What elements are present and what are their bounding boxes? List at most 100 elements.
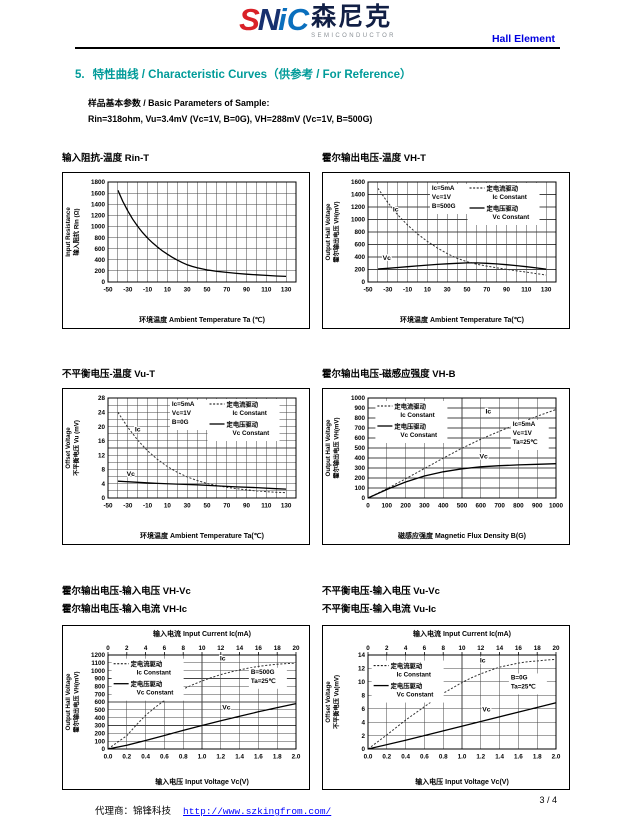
svg-text:1000: 1000	[351, 395, 366, 402]
svg-text:Vc: Vc	[383, 255, 392, 262]
svg-text:200: 200	[354, 475, 365, 482]
svg-text:2.0: 2.0	[292, 754, 301, 761]
svg-text:Ic: Ic	[485, 409, 491, 416]
svg-text:500: 500	[94, 707, 105, 714]
svg-text:12: 12	[358, 666, 366, 673]
svg-text:0: 0	[101, 279, 105, 286]
svg-text:90: 90	[243, 287, 251, 294]
svg-text:300: 300	[354, 465, 365, 472]
svg-text:8: 8	[181, 645, 185, 652]
svg-text:30: 30	[184, 287, 192, 294]
svg-text:100: 100	[382, 503, 393, 510]
svg-text:定电流驱动: 定电流驱动	[227, 400, 259, 409]
svg-text:1200: 1200	[91, 652, 106, 659]
svg-text:-30: -30	[383, 287, 393, 294]
svg-text:定电压驱动: 定电压驱动	[487, 204, 519, 213]
logo-letter-s: S	[239, 2, 260, 37]
svg-text:20: 20	[292, 645, 300, 652]
chart-canvas-vu-vc-ic: 定电流驱动 Ic Constant 定电压驱动 Vc Constant B=0G Ta=2…	[322, 625, 570, 790]
svg-text:-10: -10	[143, 287, 153, 294]
logo-letter-i: i	[278, 2, 287, 37]
chart-title-vu-t: 不平衡电压-温度 Vu-T	[62, 369, 156, 380]
svg-text:1800: 1800	[91, 179, 106, 186]
svg-text:10: 10	[358, 679, 366, 686]
svg-text:400: 400	[438, 503, 449, 510]
svg-text:110: 110	[261, 287, 272, 294]
chart-title-vh-ic: 霍尔输出电压-输入电流 VH-Ic	[62, 604, 188, 615]
svg-text:110: 110	[521, 287, 532, 294]
svg-text:300: 300	[94, 723, 105, 730]
svg-text:24: 24	[98, 409, 106, 416]
svg-text:输入电压 Input Voltage Vc(V): 输入电压 Input Voltage Vc(V)	[415, 777, 509, 786]
svg-text:6: 6	[163, 645, 167, 652]
svg-text:-10: -10	[143, 503, 153, 510]
svg-text:8: 8	[361, 692, 365, 699]
svg-text:Ta=25℃: Ta=25℃	[251, 678, 276, 685]
svg-text:1.0: 1.0	[458, 754, 467, 761]
svg-text:130: 130	[541, 287, 552, 294]
svg-text:4: 4	[101, 481, 105, 488]
svg-text:130: 130	[281, 287, 292, 294]
svg-text:400: 400	[94, 257, 105, 264]
svg-text:Ic: Ic	[135, 427, 141, 434]
chart-block-vu-vc-ic: 不平衡电压-输入电压 Vu-Vc 不平衡电压-输入电流 Vu-Ic 定电流驱动 I…	[322, 583, 570, 790]
svg-text:50: 50	[203, 287, 211, 294]
svg-text:0: 0	[361, 279, 365, 286]
svg-text:环境温度 Ambient Temperature Ta(℃): 环境温度 Ambient Temperature Ta(℃)	[140, 531, 264, 540]
chart-title-vh-vc: 霍尔输出电压-输入电压 VH-Vc	[62, 586, 191, 597]
svg-text:0.2: 0.2	[382, 754, 391, 761]
brand-wordmark: SNiC	[239, 2, 309, 37]
svg-text:50: 50	[463, 287, 471, 294]
svg-text:2: 2	[125, 645, 129, 652]
brand-tagline: SEMICONDUCTOR	[311, 32, 396, 39]
svg-text:16: 16	[515, 645, 523, 652]
chart-title-vh-b: 霍尔输出电压-磁感应强度 VH-B	[322, 369, 456, 380]
svg-text:600: 600	[354, 435, 365, 442]
svg-text:200: 200	[94, 268, 105, 275]
svg-text:4: 4	[144, 645, 148, 652]
sample-parameters-value: Rin=318ohm, Vu=3.4mV (Vc=1V, B=0G), VH=2…	[88, 114, 373, 124]
svg-text:Output Hall Voltage: Output Hall Voltage	[65, 673, 72, 731]
chart-block-vh-b: 霍尔输出电压-磁感应强度 VH-B 定电流驱动 Ic Constant 定电压驱动 V…	[322, 366, 570, 545]
svg-text:1.6: 1.6	[254, 754, 263, 761]
chart-block-rin-t: 输入阻抗-温度 Rin-T -50 -30 -10 10 30 50 70 90 110 130 0…	[62, 150, 310, 329]
website-link[interactable]: http://www.szkingfrom.com/	[183, 806, 332, 817]
svg-text:0.6: 0.6	[420, 754, 429, 761]
svg-text:0: 0	[361, 746, 365, 753]
svg-text:200: 200	[400, 503, 411, 510]
svg-text:90: 90	[243, 503, 251, 510]
svg-text:输入电流 Input Current Ic(mA): 输入电流 Input Current Ic(mA)	[153, 629, 251, 638]
svg-text:700: 700	[494, 503, 505, 510]
svg-text:800: 800	[354, 415, 365, 422]
svg-text:Vc Constant: Vc Constant	[233, 430, 271, 437]
chart-block-vh-vc-ic: 霍尔输出电压-输入电压 VH-Vc 霍尔输出电压-输入电流 VH-Ic 定电流驱…	[62, 583, 310, 790]
svg-text:400: 400	[94, 715, 105, 722]
svg-text:霍尔输出电压 VH(mV): 霍尔输出电压 VH(mV)	[73, 671, 81, 732]
svg-text:-30: -30	[123, 503, 133, 510]
svg-text:600: 600	[94, 699, 105, 706]
svg-text:B=0G: B=0G	[172, 419, 189, 426]
svg-text:400: 400	[354, 455, 365, 462]
svg-text:0.8: 0.8	[439, 754, 448, 761]
svg-text:0.4: 0.4	[141, 754, 150, 761]
svg-text:0.4: 0.4	[401, 754, 410, 761]
svg-text:Offset Voltage: Offset Voltage	[325, 681, 332, 723]
svg-text:14: 14	[358, 652, 366, 659]
svg-text:Vc: Vc	[222, 704, 231, 711]
svg-text:50: 50	[203, 503, 211, 510]
svg-text:0.0: 0.0	[104, 754, 113, 761]
page-number: 3 / 4	[539, 795, 557, 805]
svg-text:不平衡电压 Vu(mV): 不平衡电压 Vu(mV)	[333, 675, 341, 729]
svg-text:定电压驱动: 定电压驱动	[394, 422, 426, 431]
chart-title-vu-vc: 不平衡电压-输入电压 Vu-Vc	[322, 586, 440, 597]
svg-text:18: 18	[274, 645, 282, 652]
svg-text:Ic=5mA: Ic=5mA	[513, 421, 536, 428]
footer: 代理商：锦锋科技 http://www.szkingfrom.com/	[95, 803, 331, 817]
svg-text:Ic: Ic	[220, 655, 226, 662]
svg-text:14: 14	[496, 645, 504, 652]
svg-text:Ic=5mA: Ic=5mA	[172, 401, 195, 408]
svg-text:500: 500	[457, 503, 468, 510]
svg-text:700: 700	[354, 425, 365, 432]
svg-text:1000: 1000	[549, 503, 564, 510]
svg-text:1.2: 1.2	[216, 754, 225, 761]
